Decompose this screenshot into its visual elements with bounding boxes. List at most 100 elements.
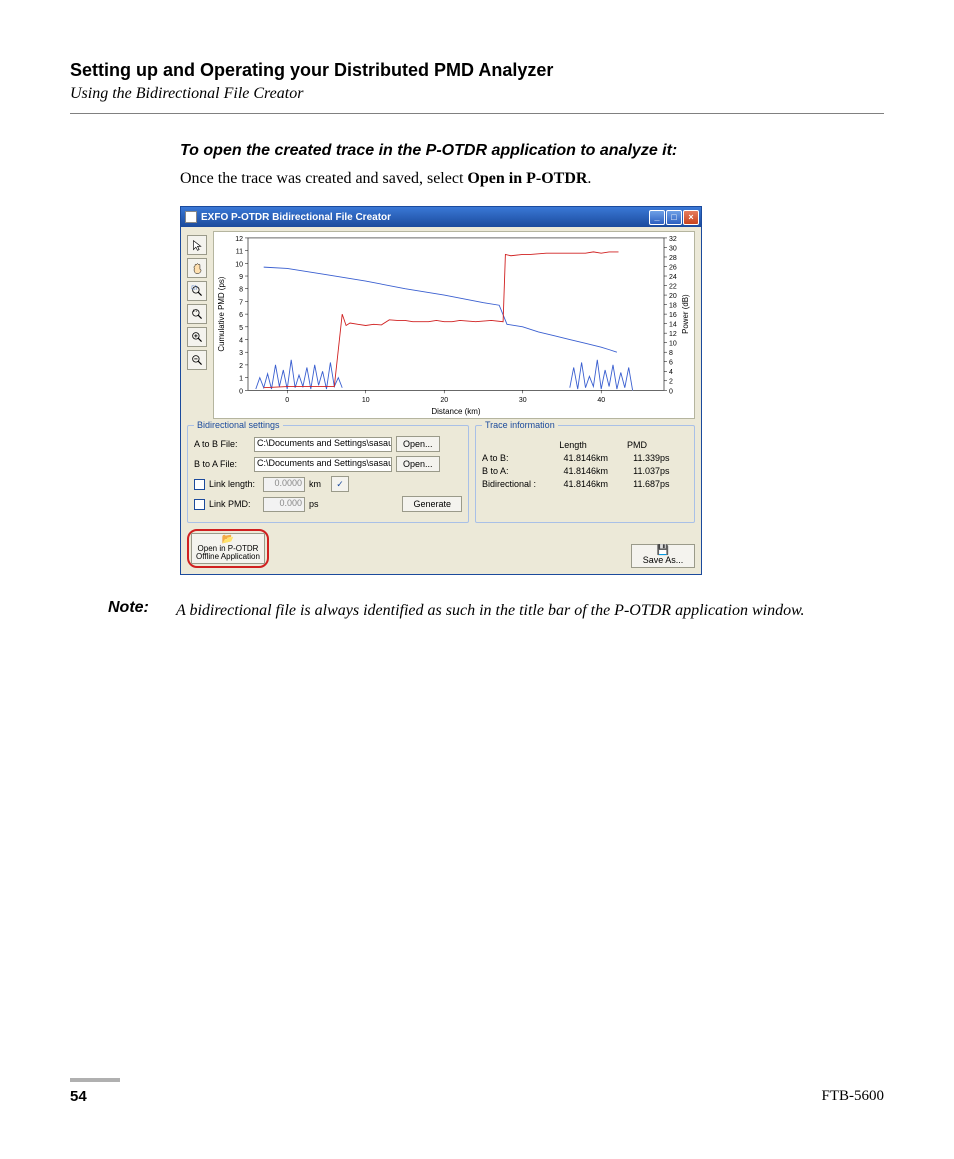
svg-text:22: 22 — [669, 284, 677, 291]
app-window: EXFO P-OTDR Bidirectional File Creator _… — [180, 206, 702, 575]
link-pmd-input[interactable]: 0.000 — [263, 497, 305, 512]
svg-text:0: 0 — [239, 388, 243, 395]
note-text: A bidirectional file is always identifie… — [176, 599, 805, 624]
instruction-body: Once the trace was created and saved, se… — [180, 170, 884, 188]
svg-text:4: 4 — [669, 369, 673, 376]
a-to-b-file-input[interactable]: C:\Documents and Settings\sasau1\Desktc — [254, 437, 392, 452]
svg-text:0: 0 — [285, 397, 289, 404]
trace-panel-title: Trace information — [482, 420, 558, 430]
app-icon — [185, 211, 197, 223]
section-title: Setting up and Operating your Distribute… — [70, 60, 884, 81]
pointer-tool-button[interactable] — [187, 235, 207, 255]
trace-row-pmdu-1: ps — [660, 466, 678, 476]
svg-text:8: 8 — [669, 350, 673, 357]
page-number: 54 — [70, 1088, 87, 1105]
svg-text:30: 30 — [519, 397, 527, 404]
svg-text:8: 8 — [239, 287, 243, 294]
col-length-header: Length — [550, 440, 596, 450]
open-potdr-highlight: 📂 Open in P-OTDR Offline Application — [187, 529, 269, 568]
instruction-bold: Open in P-OTDR — [467, 170, 587, 187]
zoom-in-button[interactable] — [187, 327, 207, 347]
svg-text:7: 7 — [239, 299, 243, 306]
pan-tool-button[interactable] — [187, 258, 207, 278]
svg-text:5: 5 — [239, 325, 243, 332]
svg-text:6: 6 — [239, 312, 243, 319]
trace-row-lenu-0: km — [596, 453, 614, 463]
svg-text:32: 32 — [669, 236, 677, 243]
trace-row-pmdu-2: ps — [660, 479, 678, 489]
svg-text:18: 18 — [669, 303, 677, 310]
apply-length-button[interactable]: ✓ — [331, 476, 349, 492]
b-to-a-label: B to A File: — [194, 459, 250, 469]
blank — [482, 440, 550, 450]
maximize-button[interactable]: □ — [666, 210, 682, 225]
svg-text:10: 10 — [235, 261, 243, 268]
blank — [596, 440, 614, 450]
open-in-potdr-button[interactable]: 📂 Open in P-OTDR Offline Application — [191, 533, 265, 564]
link-length-input[interactable]: 0.0000 — [263, 477, 305, 492]
title-bar: EXFO P-OTDR Bidirectional File Creator _… — [181, 207, 701, 227]
instruction-heading: To open the created trace in the P-OTDR … — [180, 142, 884, 160]
plot-svg: 0123456789101112024681012141618202224262… — [214, 232, 694, 418]
trace-row-lenu-1: km — [596, 466, 614, 476]
bidirectional-settings-panel: Bidirectional settings A to B File: C:\D… — [187, 425, 469, 523]
trace-row-pmd-0: 11.339 — [614, 453, 660, 463]
svg-text:Cumulative PMD (ps): Cumulative PMD (ps) — [217, 276, 226, 351]
note-label: Note: — [108, 599, 176, 624]
trace-row-label-0: A to B: — [482, 453, 550, 463]
trace-row-len-1: 41.8146 — [550, 466, 596, 476]
svg-text:Distance (km): Distance (km) — [431, 407, 481, 416]
minimize-button[interactable]: _ — [649, 210, 665, 225]
svg-text:9: 9 — [239, 274, 243, 281]
zoom-fit-button[interactable]: 1:1 — [187, 304, 207, 324]
b-to-a-file-input[interactable]: C:\Documents and Settings\sasau1\Desktc — [254, 457, 392, 472]
link-pmd-unit: ps — [309, 499, 327, 509]
svg-text:28: 28 — [669, 255, 677, 262]
blank — [660, 440, 678, 450]
svg-text:2: 2 — [669, 379, 673, 386]
chart-toolbar: 1:1 — [187, 231, 209, 419]
footer-rule — [70, 1078, 120, 1082]
svg-text:3: 3 — [239, 350, 243, 357]
b-to-a-open-button[interactable]: Open... — [396, 456, 440, 472]
link-pmd-label: Link PMD: — [209, 499, 259, 509]
save-label: Save As... — [632, 556, 694, 565]
svg-text:10: 10 — [669, 341, 677, 348]
chart-plot: 0123456789101112024681012141618202224262… — [213, 231, 695, 419]
open-line2: Offline Application — [192, 553, 264, 561]
link-length-checkbox[interactable] — [194, 479, 205, 490]
trace-row-pmd-1: 11.037 — [614, 466, 660, 476]
generate-button[interactable]: Generate — [402, 496, 462, 512]
svg-text:40: 40 — [597, 397, 605, 404]
close-button[interactable]: × — [683, 210, 699, 225]
svg-text:0: 0 — [669, 388, 673, 395]
svg-text:26: 26 — [669, 264, 677, 271]
a-to-b-open-button[interactable]: Open... — [396, 436, 440, 452]
zoom-out-button[interactable] — [187, 350, 207, 370]
svg-text:11: 11 — [236, 249, 243, 256]
link-pmd-checkbox[interactable] — [194, 499, 205, 510]
save-as-button[interactable]: 💾 Save As... — [631, 544, 695, 568]
settings-panel-title: Bidirectional settings — [194, 420, 283, 430]
svg-text:Power (dB): Power (dB) — [681, 294, 690, 334]
zoom-region-button[interactable] — [187, 281, 207, 301]
window-title: EXFO P-OTDR Bidirectional File Creator — [201, 212, 649, 223]
trace-row-pmd-2: 11.687 — [614, 479, 660, 489]
trace-row-len-2: 41.8146 — [550, 479, 596, 489]
trace-row-lenu-2: km — [596, 479, 614, 489]
col-pmd-header: PMD — [614, 440, 660, 450]
trace-row-len-0: 41.8146 — [550, 453, 596, 463]
trace-info-panel: Trace information LengthPMDA to B:41.814… — [475, 425, 695, 523]
section-subtitle: Using the Bidirectional File Creator — [70, 85, 884, 103]
svg-text:2: 2 — [239, 363, 243, 370]
section-divider — [70, 113, 884, 114]
svg-text:12: 12 — [669, 331, 677, 338]
svg-text:10: 10 — [362, 397, 370, 404]
svg-text:16: 16 — [669, 312, 677, 319]
svg-text:24: 24 — [669, 274, 677, 281]
link-length-label: Link length: — [209, 479, 259, 489]
instruction-text-b: . — [587, 170, 591, 187]
instruction-text-a: Once the trace was created and saved, se… — [180, 170, 467, 187]
a-to-b-label: A to B File: — [194, 439, 250, 449]
trace-row-pmdu-0: ps — [660, 453, 678, 463]
